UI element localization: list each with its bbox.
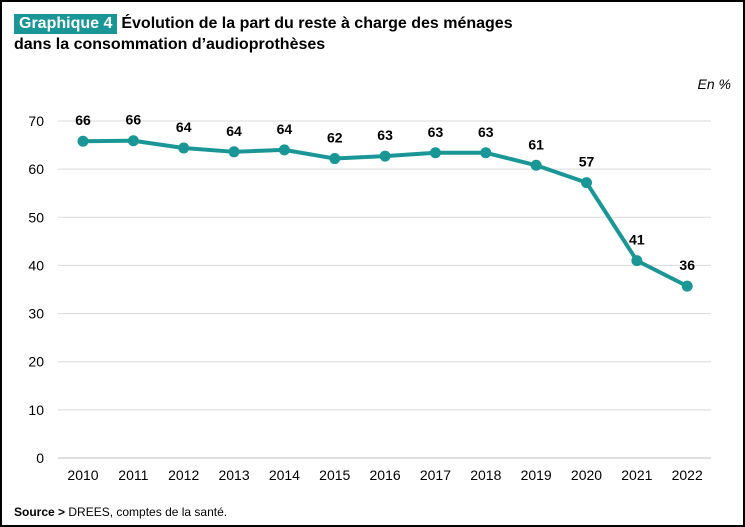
x-tick-label: 2019 [521, 467, 552, 483]
series-line [81, 138, 690, 289]
data-label: 64 [176, 119, 192, 135]
data-label: 62 [327, 130, 343, 146]
chart-title-line-1: Graphique 4 Évolution de la part du reste… [14, 14, 513, 34]
data-point [631, 255, 643, 267]
y-tick-label: 50 [28, 209, 44, 225]
x-tick-label: 2013 [218, 467, 249, 483]
data-label: 63 [478, 124, 494, 140]
data-label: 61 [528, 136, 544, 152]
y-tick-label: 10 [28, 402, 44, 418]
data-label: 41 [629, 232, 645, 248]
data-label: 36 [679, 257, 695, 273]
data-label: 66 [126, 112, 142, 128]
y-tick-label: 40 [28, 257, 44, 273]
data-label: 64 [277, 121, 293, 137]
data-point [127, 135, 139, 147]
data-label: 57 [579, 154, 595, 170]
source-label: Source > [14, 505, 66, 519]
data-point [77, 135, 89, 147]
data-label: 64 [226, 123, 242, 139]
y-tick-label: 30 [28, 306, 44, 322]
x-tick-label: 2016 [370, 467, 401, 483]
chart-title-line-2: dans la consommation d’audioprothèses [14, 36, 326, 53]
data-point [429, 147, 441, 159]
data-label: 63 [377, 127, 393, 143]
data-point [681, 280, 693, 292]
x-tick-label: 2022 [672, 467, 703, 483]
chart-badge: Graphique 4 [14, 14, 118, 34]
y-tick-label: 70 [28, 113, 44, 129]
y-tick-label: 60 [28, 161, 44, 177]
chart-title-text: Évolution de la part du reste à charge d… [121, 15, 513, 32]
data-point [178, 142, 190, 154]
x-tick-label: 2014 [269, 467, 300, 483]
unit-label: En % [697, 76, 731, 92]
x-tick-label: 2017 [420, 467, 451, 483]
x-tick-label: 2018 [470, 467, 501, 483]
x-tick-label: 2021 [621, 467, 652, 483]
x-tick-label: 2015 [319, 467, 350, 483]
x-tick-label: 2010 [67, 467, 98, 483]
data-point [581, 177, 592, 189]
data-point [278, 144, 290, 156]
data-point [329, 153, 341, 165]
data-point [228, 146, 240, 158]
x-tick-label: 2011 [118, 467, 148, 483]
source-note: Source > DREES, comptes de la santé. [14, 505, 227, 519]
data-point [530, 159, 542, 171]
data-point [379, 150, 391, 162]
data-label: 66 [75, 112, 91, 128]
data-label: 63 [428, 124, 444, 140]
y-tick-label: 20 [28, 354, 44, 370]
data-point [480, 147, 492, 159]
y-tick-label: 0 [36, 450, 44, 466]
source-text: DREES, comptes de la santé. [65, 505, 228, 519]
x-tick-label: 2012 [168, 467, 199, 483]
x-tick-label: 2020 [571, 467, 602, 483]
